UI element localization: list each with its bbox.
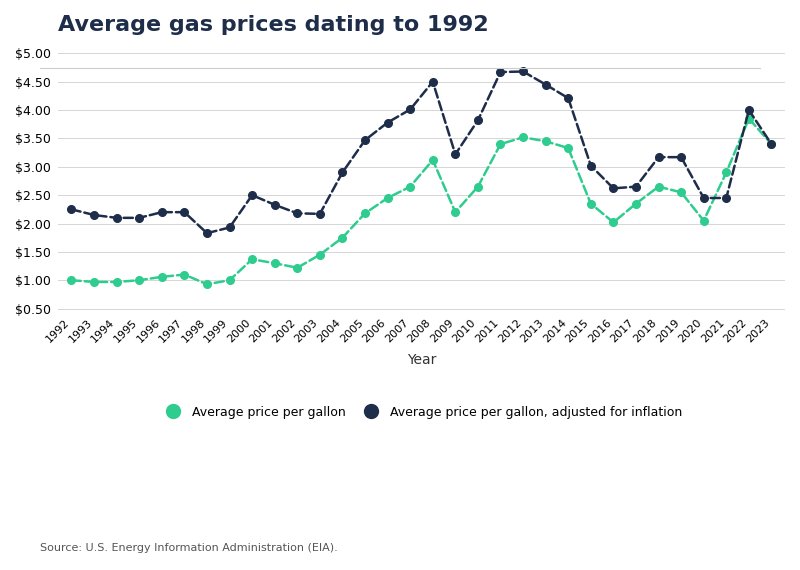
Legend: Average price per gallon, Average price per gallon, adjusted for inflation: Average price per gallon, Average price … [156, 401, 687, 424]
Text: Average gas prices dating to 1992: Average gas prices dating to 1992 [58, 15, 489, 35]
Text: Source: U.S. Energy Information Administration (EIA).: Source: U.S. Energy Information Administ… [40, 543, 338, 553]
X-axis label: Year: Year [406, 352, 436, 367]
